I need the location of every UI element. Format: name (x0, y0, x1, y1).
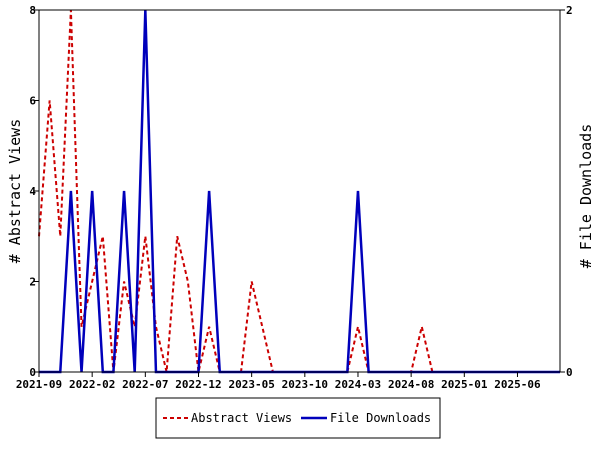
plot-lines (38, 9, 560, 374)
x-tick-label: 2022-07 (122, 378, 168, 391)
x-tick-label: 2022-02 (69, 378, 115, 391)
x-tick-label: 2025-06 (494, 378, 541, 391)
y-axis-title: # Abstract Views (6, 119, 24, 264)
x-tick-label: 2024-08 (388, 378, 434, 391)
y-tick-label: 0 (29, 366, 36, 379)
y-tick-label: 4 (29, 185, 36, 198)
x-tick-label: 2021-09 (16, 378, 62, 391)
x-tick-label: 2023-05 (228, 378, 274, 391)
y-tick-label: 8 (29, 4, 36, 17)
legend-label-file-downloads: File Downloads (330, 411, 431, 425)
y2-tick-label: 2 (566, 4, 573, 17)
legend-label-abstract-views: Abstract Views (191, 411, 292, 425)
y-tick-label: 6 (29, 95, 36, 108)
legend: Abstract Views File Downloads (155, 397, 441, 439)
x-tick-label: 2023-10 (282, 378, 328, 391)
legend-box (155, 397, 441, 439)
series-line-file-downloads (39, 9, 560, 374)
y-ticks: 0 2 4 6 8 (29, 4, 39, 379)
x-tick-label: 2024-03 (335, 378, 381, 391)
x-tick-label: 2022-12 (175, 378, 221, 391)
y2-ticks: 02 (560, 4, 573, 379)
x-ticks: 2021-09 2022-02 2022-07 2022-12 2023-05 2023-… (16, 372, 541, 391)
x-tick-label: 2025-01 (441, 378, 488, 391)
y-tick-label: 2 (29, 276, 36, 289)
y2-axis-title: # File Downloads (577, 124, 595, 269)
y2-tick-label: 0 (566, 366, 573, 379)
